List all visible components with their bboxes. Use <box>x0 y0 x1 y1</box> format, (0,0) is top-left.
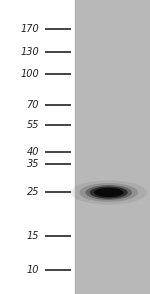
Text: 70: 70 <box>27 100 39 110</box>
Text: 40: 40 <box>27 148 39 158</box>
Text: 100: 100 <box>20 69 39 79</box>
Polygon shape <box>94 188 123 197</box>
Polygon shape <box>71 181 147 205</box>
Text: 10: 10 <box>27 265 39 275</box>
Text: 130: 130 <box>20 47 39 57</box>
Polygon shape <box>90 186 128 198</box>
Polygon shape <box>85 185 132 200</box>
Text: 25: 25 <box>27 188 39 198</box>
Bar <box>0 0 75 294</box>
Text: 55: 55 <box>27 120 39 130</box>
Text: 15: 15 <box>27 231 39 241</box>
Polygon shape <box>98 189 119 196</box>
Text: 170: 170 <box>20 24 39 34</box>
Polygon shape <box>80 183 138 202</box>
Bar <box>75 0 150 294</box>
Text: 35: 35 <box>27 159 39 169</box>
